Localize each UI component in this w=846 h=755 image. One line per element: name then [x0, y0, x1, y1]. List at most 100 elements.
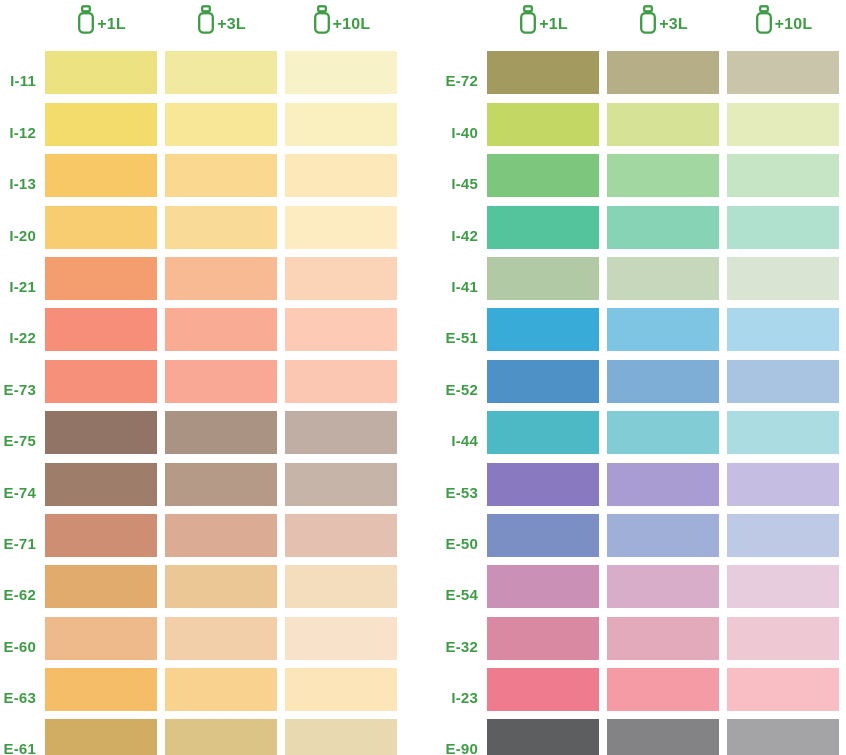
swatch-i-11-plus10l [285, 51, 397, 95]
swatch-i-12-plus1l [45, 102, 157, 146]
swatch-i-13-plus1l [45, 154, 157, 198]
color-code-label: E-90 [445, 741, 478, 755]
swatch-i-40-plus1l [487, 102, 599, 146]
volume-label: +10L [332, 16, 371, 33]
volume-label: +10L [774, 16, 813, 33]
color-code-label: I-22 [9, 330, 36, 348]
swatch-e-61-plus1l [45, 719, 157, 755]
paint-bottle-icon [520, 5, 537, 34]
color-code-label: E-62 [3, 587, 36, 605]
swatch-e-60-plus1l [45, 616, 157, 660]
swatch-e-32-plus1l [487, 616, 599, 660]
swatch-e-62-plus3l [165, 565, 277, 609]
color-code-label: I-40 [451, 124, 478, 142]
color-code-label: E-51 [445, 330, 478, 348]
swatch-i-45-plus10l [727, 154, 839, 198]
volume-label: +3L [217, 16, 246, 33]
paint-bottle-icon [313, 5, 330, 34]
swatch-i-11-plus3l [165, 51, 277, 95]
swatch-i-42-plus3l [607, 205, 719, 249]
swatch-e-90-plus1l [487, 719, 599, 755]
column-header-plus3l: +3L [165, 0, 277, 38]
swatch-e-73-plus10l [285, 359, 397, 403]
swatch-e-74-plus10l [285, 462, 397, 506]
swatch-i-20-plus3l [165, 205, 277, 249]
swatch-e-61-plus10l [285, 719, 397, 755]
swatch-i-40-plus3l [607, 102, 719, 146]
swatch-i-12-plus3l [165, 102, 277, 146]
swatch-i-44-plus10l [727, 411, 839, 455]
column-header-plus1l: +1L [45, 0, 157, 38]
swatch-e-71-plus1l [45, 513, 157, 557]
swatch-e-71-plus3l [165, 513, 277, 557]
paint-bottle-icon [755, 5, 772, 34]
swatch-e-60-plus10l [285, 616, 397, 660]
swatch-i-22-plus1l [45, 308, 157, 352]
color-code-label: I-45 [451, 176, 478, 194]
color-code-label: I-42 [451, 227, 478, 245]
swatch-e-61-plus3l [165, 719, 277, 755]
swatch-i-45-plus3l [607, 154, 719, 198]
swatch-e-53-plus1l [487, 462, 599, 506]
swatch-e-54-plus3l [607, 565, 719, 609]
swatch-i-23-plus1l [487, 668, 599, 712]
swatch-e-53-plus10l [727, 462, 839, 506]
color-code-label: I-20 [9, 227, 36, 245]
color-code-label: E-54 [445, 587, 478, 605]
color-code-label: I-23 [451, 690, 478, 708]
swatch-e-52-plus3l [607, 359, 719, 403]
swatch-e-60-plus3l [165, 616, 277, 660]
swatch-i-21-plus3l [165, 256, 277, 300]
swatch-e-62-plus1l [45, 565, 157, 609]
swatch-e-50-plus10l [727, 513, 839, 557]
color-code-label: I-44 [451, 433, 478, 451]
swatch-e-73-plus3l [165, 359, 277, 403]
swatch-e-75-plus10l [285, 411, 397, 455]
swatch-i-44-plus3l [607, 411, 719, 455]
swatch-i-44-plus1l [487, 411, 599, 455]
swatch-e-32-plus10l [727, 616, 839, 660]
swatch-e-32-plus3l [607, 616, 719, 660]
swatch-i-23-plus10l [727, 668, 839, 712]
swatch-e-52-plus10l [727, 359, 839, 403]
swatch-i-42-plus1l [487, 205, 599, 249]
swatch-i-21-plus10l [285, 256, 397, 300]
column-header-plus10l: +10L [285, 0, 397, 38]
swatch-i-12-plus10l [285, 102, 397, 146]
swatch-e-63-plus3l [165, 668, 277, 712]
swatch-i-13-plus10l [285, 154, 397, 198]
paint-bottle-icon [198, 5, 215, 34]
color-code-label: E-61 [3, 741, 36, 755]
swatch-i-41-plus3l [607, 256, 719, 300]
swatch-e-74-plus3l [165, 462, 277, 506]
color-code-label: E-74 [3, 484, 36, 502]
volume-label: +1L [97, 16, 126, 33]
volume-label: +1L [539, 16, 568, 33]
color-code-label: E-72 [445, 73, 478, 91]
swatch-e-50-plus1l [487, 513, 599, 557]
column-header-plus10l: +10L [727, 0, 839, 38]
swatch-i-20-plus10l [285, 205, 397, 249]
color-code-label: E-71 [3, 535, 36, 553]
color-code-label: I-21 [9, 278, 36, 296]
column-header-plus1l: +1L [487, 0, 599, 38]
swatch-e-51-plus3l [607, 308, 719, 352]
swatch-group-right: +1L +3L +10L E-72 I-40 I-45 I-42 I-41 E-51 E-52 I-… [426, 0, 839, 755]
swatch-i-21-plus1l [45, 256, 157, 300]
swatch-e-71-plus10l [285, 513, 397, 557]
swatch-e-90-plus10l [727, 719, 839, 755]
color-code-label: E-63 [3, 690, 36, 708]
color-code-label: E-53 [445, 484, 478, 502]
swatch-e-63-plus1l [45, 668, 157, 712]
swatch-e-90-plus3l [607, 719, 719, 755]
swatch-i-13-plus3l [165, 154, 277, 198]
swatch-e-74-plus1l [45, 462, 157, 506]
paint-bottle-icon [78, 5, 95, 34]
color-code-label: E-75 [3, 433, 36, 451]
swatch-i-45-plus1l [487, 154, 599, 198]
color-code-label: I-11 [10, 73, 36, 91]
swatch-i-11-plus1l [45, 51, 157, 95]
swatch-e-52-plus1l [487, 359, 599, 403]
swatch-e-54-plus10l [727, 565, 839, 609]
